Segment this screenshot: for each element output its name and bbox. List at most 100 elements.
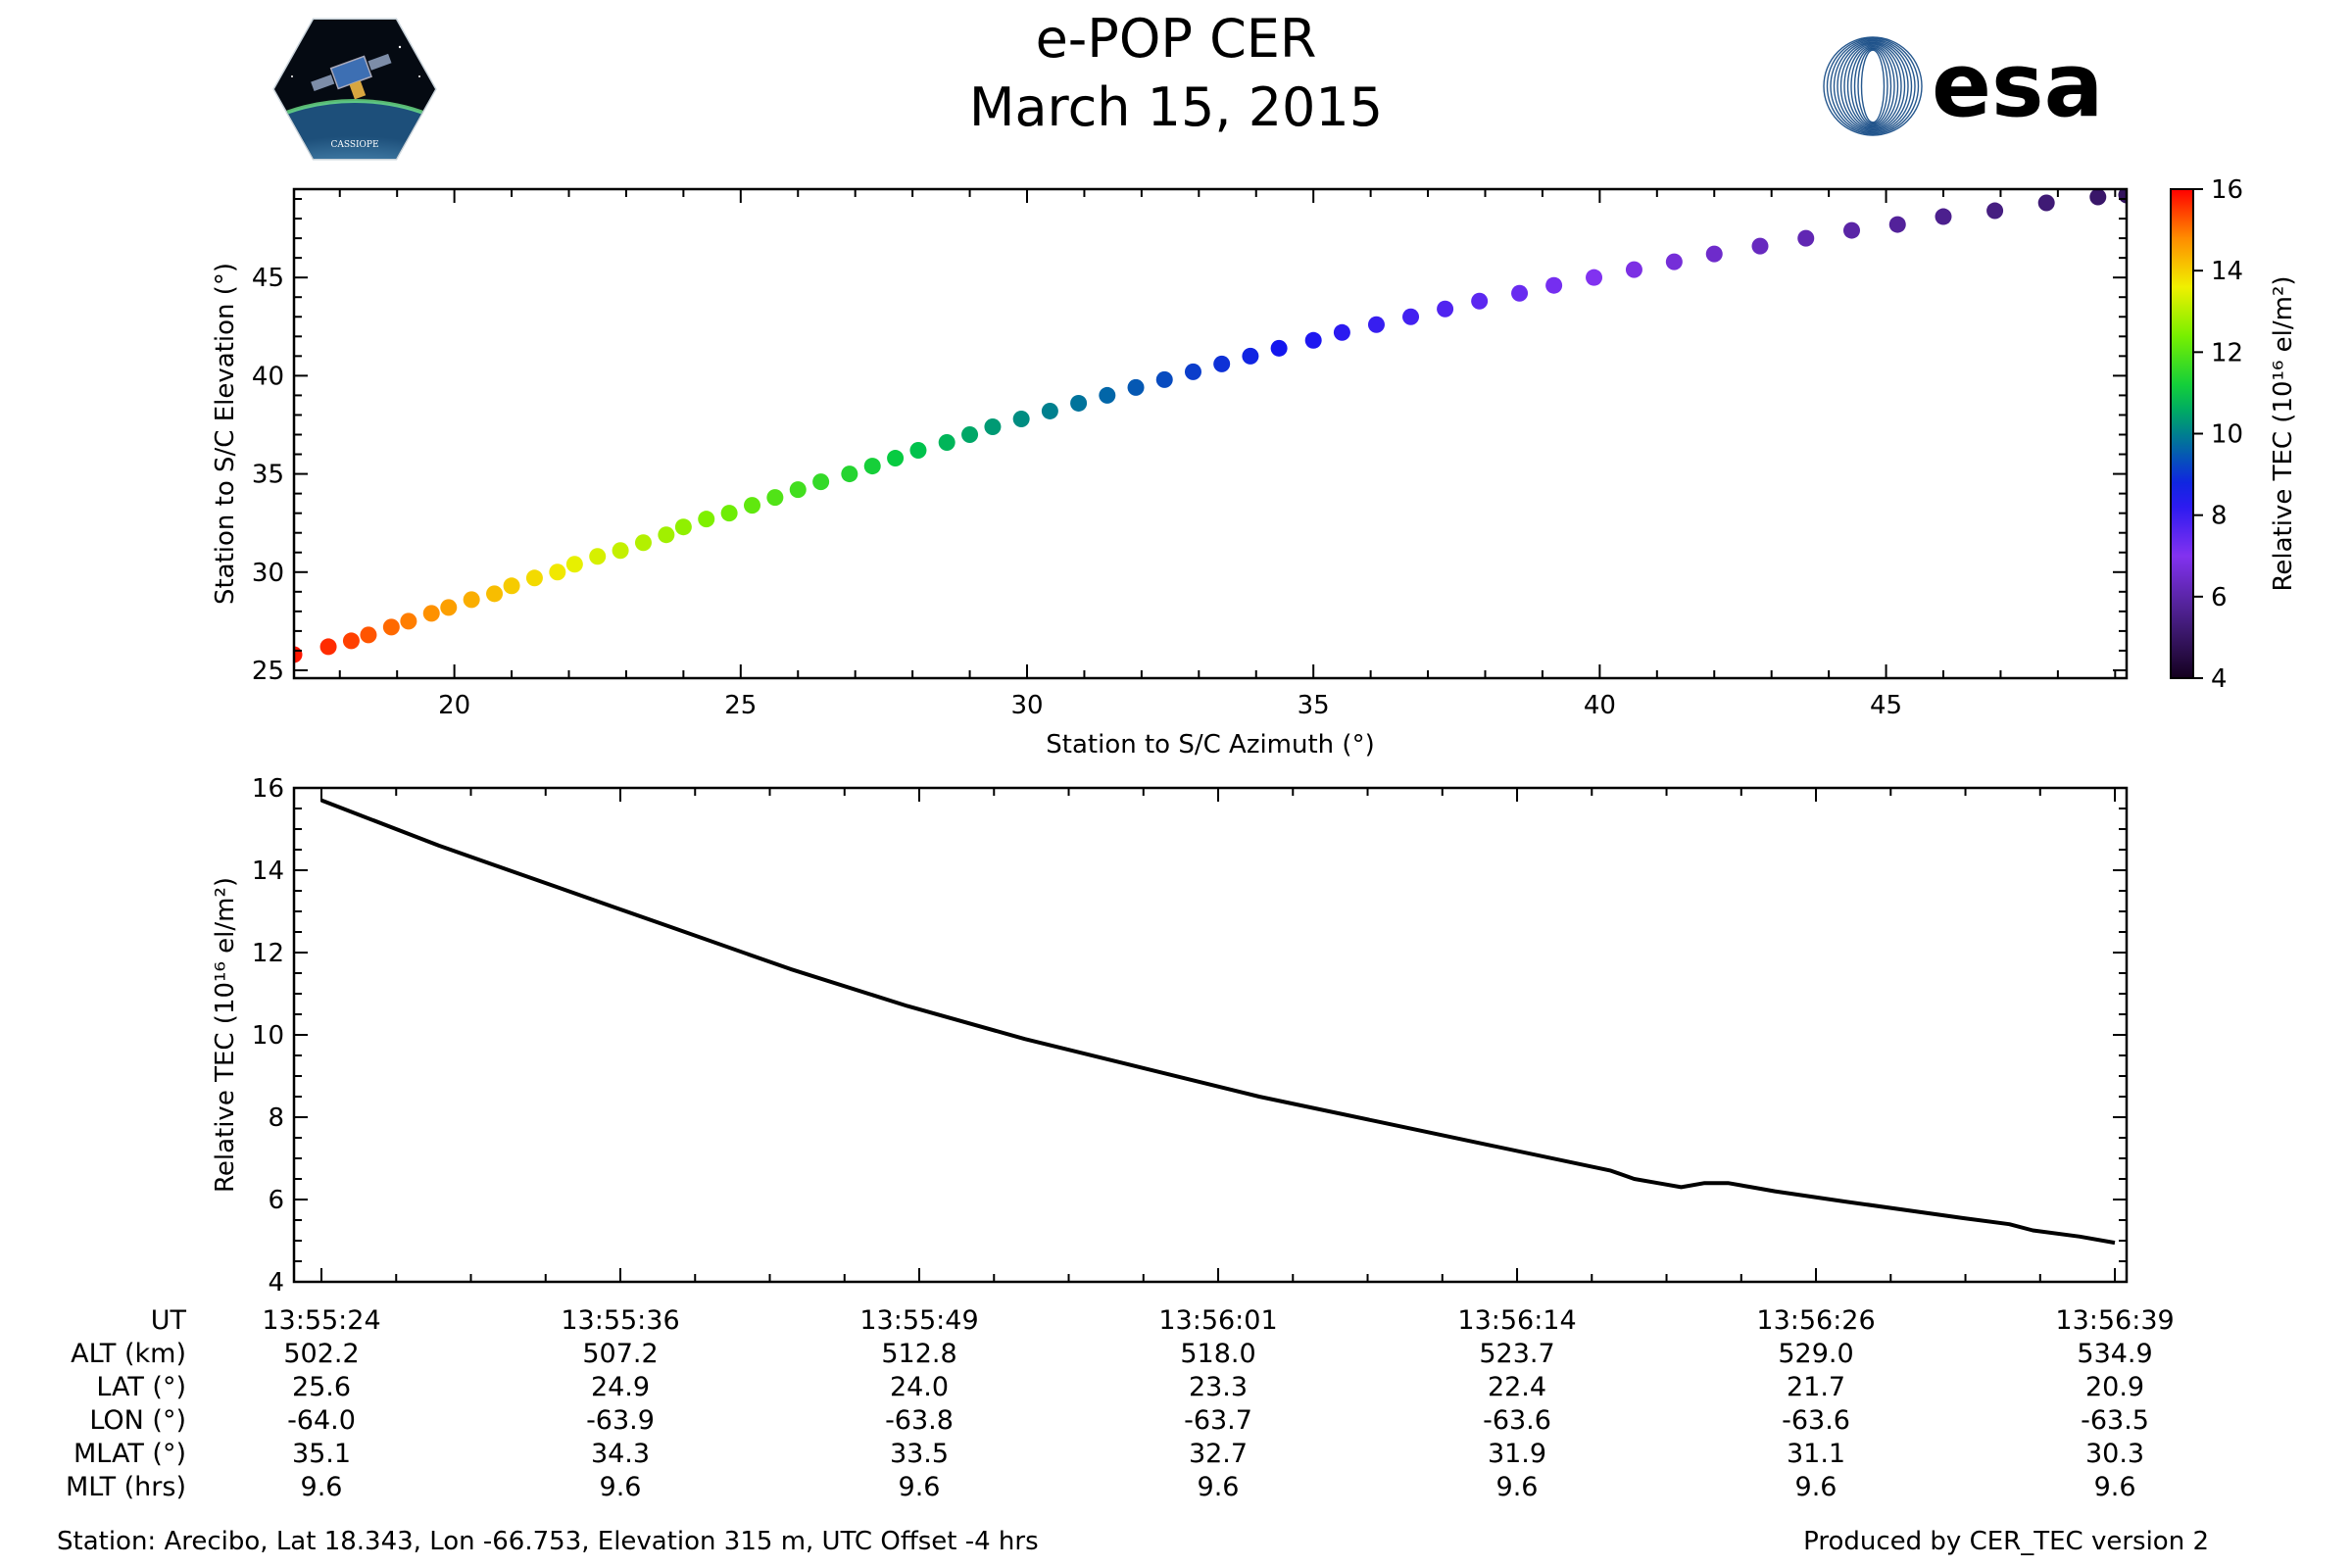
y-tick-label: 10 [252,1021,284,1051]
table-cell: 13:56:14 [1457,1305,1576,1336]
y-tick-label: 40 [252,362,284,391]
scatter-point [440,599,458,616]
table-cell: 518.0 [1180,1339,1255,1369]
colorbar-tick-label: 16 [2211,175,2243,205]
scatter-point [565,556,583,573]
scatter-point [1705,245,1723,263]
scatter-point [1099,386,1116,404]
table-cell: 35.1 [292,1439,351,1469]
scatter-point [720,505,738,522]
y-tick-label: 12 [252,939,284,968]
scatter-point [342,632,360,650]
table-cell: -63.9 [586,1405,655,1436]
y-tick-label: 30 [252,559,284,588]
scatter-point [1213,355,1231,372]
table-cell: 512.8 [881,1339,956,1369]
page-date: March 15, 2015 [968,76,1384,138]
scatter-axes-frame [292,187,2129,680]
scatter-point [2089,189,2107,206]
scatter-point [1070,394,1088,412]
tec-line-plot: 4 6 8 10 12 14 16 Relative TEC (10¹⁶ el/m²) [211,774,2129,1298]
table-row-label: ALT (km) [71,1339,186,1369]
scatter-point [1986,202,2004,220]
scatter-point [1888,216,1906,233]
scatter-point [400,612,417,630]
scatter-point [1437,300,1454,318]
scatter-point [549,564,566,581]
scatter-point [1041,402,1058,419]
y-tick-label: 8 [268,1103,284,1133]
scatter-point [887,450,905,467]
table-cell: 9.6 [1198,1472,1240,1502]
scatter-point [319,638,337,656]
scatter-point [1367,316,1385,333]
x-tick-label: 25 [724,691,757,720]
table-cell: 502.2 [283,1339,359,1369]
scatter-point [1155,370,1173,388]
colorbar-tick-label: 4 [2211,664,2228,694]
scatter-point [612,542,629,560]
scatter-point [1333,323,1350,341]
scatter-point [1127,378,1145,396]
y-axis-label: Relative TEC (10¹⁶ el/m²) [211,877,240,1193]
x-tick-label: 30 [1010,691,1043,720]
table-cell: 20.9 [2085,1372,2144,1402]
table-cell: 23.3 [1189,1372,1248,1402]
table-row-label: MLT (hrs) [66,1472,186,1502]
scatter-point [503,577,520,595]
y-axis-label: Station to S/C Elevation (°) [211,263,240,605]
colorbar-gradient [2170,188,2194,679]
table-row-label: LON (°) [89,1405,186,1436]
scatter-point [1751,237,1769,255]
scatter-point [1184,363,1201,380]
scatter-point [744,497,760,514]
y-tick-label: 35 [252,461,284,490]
table-cell: 13:55:36 [561,1305,679,1336]
y-tick-label: 6 [268,1186,284,1215]
scatter-point [1270,339,1288,357]
table-cell: 507.2 [582,1339,658,1369]
table-cell: 523.7 [1479,1339,1554,1369]
table-cell: 33.5 [890,1439,949,1469]
scatter-point [2037,194,2055,212]
scatter-point [938,434,956,452]
table-cell: 24.9 [591,1372,650,1402]
colorbar-label: Relative TEC (10¹⁶ el/m²) [2269,275,2298,591]
station-info: Station: Arecibo, Lat 18.343, Lon -66.75… [57,1527,1039,1556]
table-cell: 9.6 [301,1472,343,1502]
produced-by: Produced by CER_TEC version 2 [1803,1527,2209,1556]
scatter-point [674,518,692,536]
scatter-point [1545,276,1563,294]
scatter-point [525,569,543,587]
table-cell: 32.7 [1189,1439,1248,1469]
scatter-point [909,442,927,460]
table-cell: 9.6 [600,1472,642,1502]
cassiope-logo: CASSIOPE [272,18,437,161]
scatter-point [1471,292,1489,310]
scatter-point [634,534,652,552]
table-cell: 31.1 [1787,1439,1845,1469]
table-cell: 31.9 [1488,1439,1546,1469]
table-cell: -64.0 [287,1405,356,1436]
scatter-point [984,417,1002,435]
table-cell: 25.6 [292,1372,351,1402]
scatter-point [698,511,715,528]
table-row-label: MLAT (°) [74,1439,186,1469]
x-axis-label: Station to S/C Azimuth (°) [1046,730,1374,760]
x-tick-label: 20 [438,691,470,720]
scatter-point [863,458,881,475]
x-tick-label: 40 [1584,691,1616,720]
colorbar-tick-label: 10 [2211,420,2243,450]
scatter-point [789,481,807,499]
esa-globe-icon [1823,36,1923,136]
table-cell: 13:55:24 [262,1305,380,1336]
scatter-point [961,426,979,444]
table-cell: 13:56:01 [1158,1305,1277,1336]
scatter-point [463,591,480,609]
colorbar-tick-label: 14 [2211,257,2243,286]
scatter-point [1242,347,1259,365]
x-tick-label: 45 [1870,691,1902,720]
table-cell: 30.3 [2085,1439,2144,1469]
x-tick-label: 35 [1298,691,1330,720]
